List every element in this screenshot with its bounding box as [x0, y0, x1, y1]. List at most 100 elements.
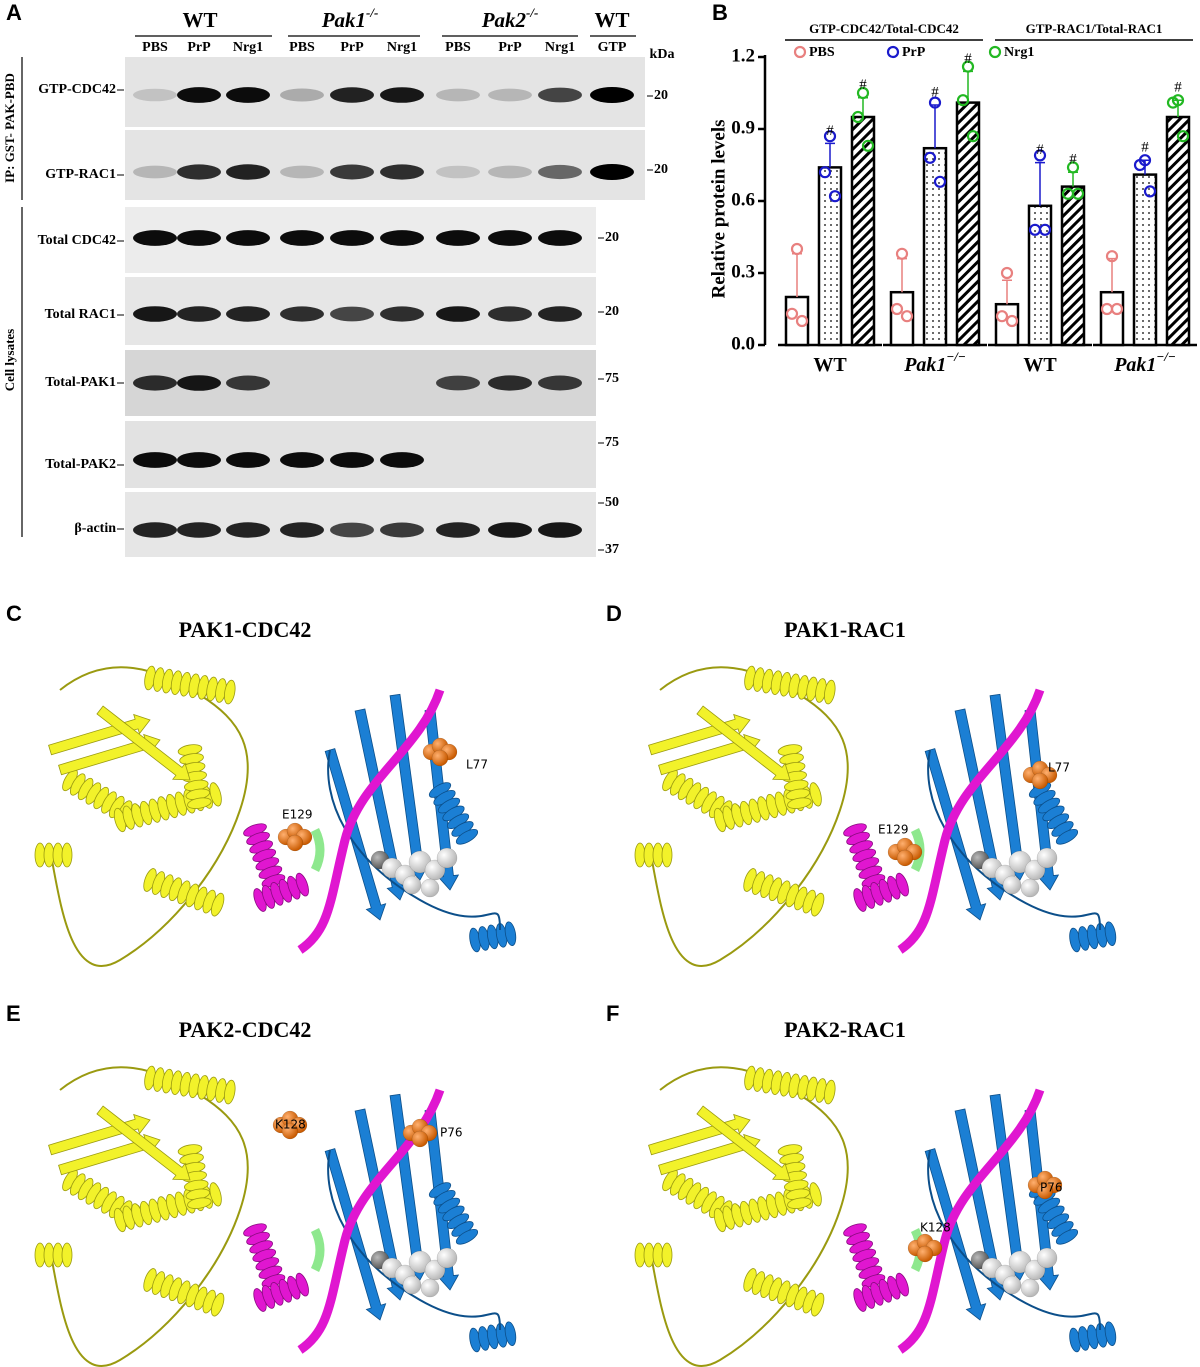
structure: E129 L77	[634, 665, 1117, 967]
data-point	[923, 151, 937, 164]
data-point	[861, 139, 875, 152]
category-sup: −/−	[1156, 349, 1175, 364]
kda-marker: 20	[605, 230, 619, 245]
band	[133, 306, 177, 322]
significance: #	[826, 123, 834, 139]
data-point	[928, 96, 942, 109]
atom-sphere	[281, 1122, 299, 1140]
lane-label: PBS	[142, 40, 168, 55]
category: Pak1	[1113, 354, 1156, 376]
helix	[224, 679, 236, 705]
lane-label: Nrg1	[387, 40, 417, 55]
data-point	[961, 60, 975, 73]
helix	[504, 921, 517, 946]
ip-label: IP: GST- PAK-PBD	[2, 73, 17, 183]
band	[330, 452, 374, 468]
residue-label: E129	[282, 808, 313, 822]
row-label: GTP-CDC42	[38, 82, 116, 97]
data-point	[1071, 187, 1085, 200]
legend-marker	[886, 45, 900, 59]
band	[330, 306, 374, 322]
band	[330, 522, 374, 538]
strand	[924, 748, 987, 921]
atom-sphere	[436, 847, 458, 869]
lane-label: PrP	[340, 40, 364, 55]
structure-title: PAK1-RAC1	[784, 617, 906, 642]
band	[488, 88, 532, 102]
lane-label: PrP	[498, 40, 522, 55]
group-header: WT	[594, 8, 629, 32]
row-label: Total RAC1	[45, 307, 116, 322]
helix	[211, 1292, 225, 1317]
atom-sphere	[420, 878, 440, 898]
strand	[96, 705, 191, 781]
significance: #	[1036, 142, 1044, 158]
atom-sphere	[1036, 1247, 1058, 1269]
helix	[224, 1079, 236, 1105]
data-point	[1038, 223, 1052, 236]
data-point	[956, 94, 970, 107]
data-point	[1033, 149, 1047, 162]
band	[133, 165, 177, 179]
ribbon	[897, 1088, 1045, 1354]
legend-label: PrP	[902, 45, 926, 60]
atom-sphere	[402, 875, 422, 895]
lane-label: PBS	[289, 40, 315, 55]
category: WT	[813, 354, 847, 376]
band	[133, 375, 177, 391]
atom-sphere	[411, 1130, 429, 1148]
strand	[324, 748, 387, 921]
band	[538, 306, 582, 322]
strand	[354, 708, 408, 901]
data-point	[890, 302, 904, 316]
panel-label: B	[712, 0, 728, 25]
helix	[652, 1242, 664, 1268]
row-label: Total-PAK2	[45, 457, 116, 472]
residue-label: K128	[920, 1221, 951, 1235]
band	[488, 375, 532, 391]
x-tick-label: Pak1−/−	[1113, 349, 1176, 376]
group-title: GTP-CDC42/Total-CDC42	[809, 21, 959, 36]
strand	[696, 1105, 791, 1181]
lane-label: PrP	[187, 40, 211, 55]
kda-marker: 20	[654, 162, 668, 177]
data-point	[823, 130, 837, 143]
data-point	[1105, 250, 1119, 263]
data-point	[900, 310, 914, 323]
helix	[504, 1321, 517, 1346]
band	[538, 164, 582, 180]
atom-sphere	[1031, 772, 1049, 790]
helix	[34, 842, 46, 868]
band	[538, 230, 582, 246]
data-point	[1166, 96, 1180, 109]
panel-label: C	[6, 601, 22, 626]
helix	[455, 1228, 479, 1245]
error-bar	[930, 104, 940, 149]
data-point	[1005, 314, 1019, 328]
lane-label: PBS	[445, 40, 471, 55]
helix	[1055, 828, 1079, 845]
band	[590, 87, 634, 103]
helix	[643, 1242, 655, 1268]
group-title: GTP-RAC1/Total-RAC1	[1026, 21, 1163, 36]
band	[380, 452, 424, 468]
band	[226, 522, 270, 538]
error-bar	[1107, 257, 1117, 293]
row-label: Total-PAK1	[45, 375, 116, 390]
atom-sphere	[896, 849, 914, 867]
band	[280, 165, 324, 179]
legend-label: Nrg1	[1004, 45, 1034, 60]
helix	[811, 1292, 825, 1317]
band	[488, 306, 532, 322]
group-header: WT	[182, 8, 217, 32]
residue-label: P76	[1040, 1181, 1063, 1195]
helix	[895, 872, 909, 897]
band	[330, 230, 374, 246]
legend-marker	[793, 45, 807, 59]
atom-sphere	[1002, 1275, 1022, 1295]
data-point	[818, 166, 832, 179]
kda-marker: 75	[605, 435, 619, 450]
x-tick-label: WT	[813, 354, 847, 376]
y-tick-label: 0.3	[731, 261, 755, 282]
